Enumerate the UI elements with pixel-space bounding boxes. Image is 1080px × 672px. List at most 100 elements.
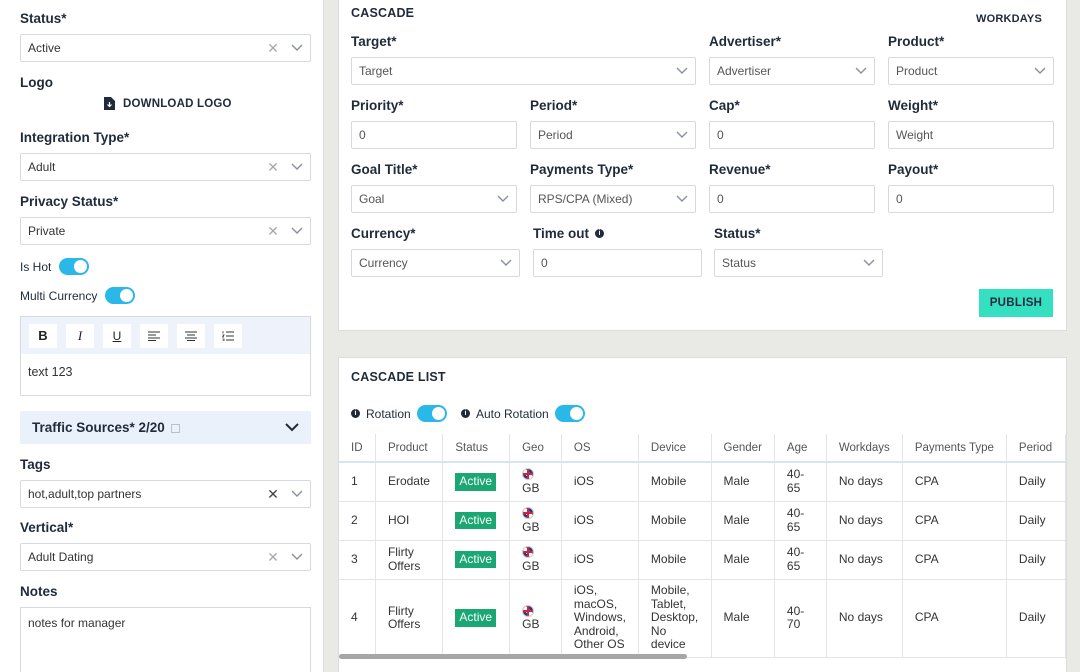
cell-geo: GB [509,462,562,502]
table-row[interactable]: 2 HOI Active GB iOS Mobile Male 40-65 No… [339,501,1066,541]
traffic-sources-accordion[interactable]: Traffic Sources* 2/20 [20,411,311,444]
info-icon[interactable]: i [595,229,605,238]
info-icon[interactable]: i [461,409,470,418]
download-logo-button[interactable]: DOWNLOAD LOGO [104,97,232,110]
table-header-row: ID Product Status Geo OS Device Gender A… [339,434,1066,463]
info-icon[interactable]: i [351,409,360,418]
chevron-down-icon[interactable] [284,490,310,498]
clear-icon[interactable]: ✕ [267,548,279,565]
cascade-status-value: Status [722,256,757,270]
chevron-down-icon[interactable] [669,195,695,203]
horizontal-scrollbar[interactable] [339,654,687,659]
cell-geo: GB [509,540,562,580]
clear-icon[interactable]: ✕ [267,485,279,502]
tags-select[interactable]: hot,adult,top partners ✕ [20,480,311,508]
column-header[interactable]: Gender [711,434,775,463]
vertical-select[interactable]: Adult Dating ✕ [20,543,311,571]
cell-period: Daily [1006,501,1066,541]
target-value: Target [359,64,393,78]
target-select[interactable]: Target [351,57,696,85]
is-hot-toggle[interactable] [59,258,90,275]
time-out-input[interactable]: 0 [533,249,702,277]
table-row[interactable]: 1 Erodate Active GB iOS Mobile Male 40-6… [339,462,1066,502]
column-header[interactable]: ID [339,434,376,463]
workdays-link[interactable]: WORKDAYS [976,13,1042,25]
column-header[interactable]: Product [375,434,444,463]
publish-button[interactable]: PUBLISH [979,289,1053,317]
notes-textarea[interactable]: notes for manager [20,607,311,672]
table-row[interactable]: 4 Flirty Offers Active GB iOS, macOS, Wi… [339,579,1066,658]
weight-value: Weight [896,128,934,142]
clear-icon[interactable]: ✕ [267,222,279,239]
chevron-down-icon[interactable] [490,195,516,203]
priority-input[interactable]: 0 [351,121,517,149]
goal-title-select[interactable]: Goal [351,185,517,213]
multi-currency-label: Multi Currency [20,288,98,303]
chevron-down-icon[interactable] [493,259,519,267]
chevron-down-icon[interactable] [284,163,310,171]
column-header[interactable]: Device [638,434,712,463]
cascade-card: CASCADE WORKDAYS Target* Target Advertis… [338,0,1067,331]
cell-workdays: No days [826,462,903,502]
advertiser-select[interactable]: Advertiser [709,57,875,85]
chevron-down-icon[interactable] [856,259,882,267]
cap-input[interactable]: 0 [709,121,875,149]
status-badge: Active [455,609,497,627]
chevron-down-icon[interactable] [669,67,695,75]
column-header[interactable]: Workdays [826,434,903,463]
bold-button[interactable]: B [29,323,57,348]
weight-input[interactable]: Weight [888,121,1054,149]
align-center-button[interactable] [177,323,205,348]
column-header[interactable]: OS [561,434,639,463]
payout-input[interactable]: 0 [888,185,1054,213]
chevron-down-icon[interactable] [284,227,310,235]
chevron-down-icon[interactable] [284,44,310,52]
privacy-status-select[interactable]: Private ✕ [20,217,311,245]
period-select[interactable]: Period [530,121,696,149]
status-badge: Active [455,511,497,530]
status-label: Status* [20,11,67,26]
underline-button[interactable]: U [103,323,131,348]
clear-icon[interactable]: ✕ [267,158,279,175]
integration-type-select[interactable]: Adult ✕ [20,153,311,181]
italic-button[interactable]: I [66,323,94,348]
auto-rotation-toggle[interactable] [554,405,585,422]
cascade-status-label: Status* [714,226,761,241]
integration-type-value: Adult [28,160,56,174]
multi-currency-toggle[interactable] [105,287,136,304]
rich-text-editor: B I U text 123 [20,316,311,396]
revenue-input[interactable]: 0 [709,185,875,213]
privacy-status-value: Private [28,224,66,238]
cell-id: 2 [339,501,376,541]
cell-os: iOS [561,501,639,541]
column-header[interactable]: Payments Type [902,434,1007,463]
align-left-button[interactable] [140,323,168,348]
clear-icon[interactable]: ✕ [267,39,279,56]
column-header[interactable]: Geo [509,434,562,463]
column-header[interactable]: Age [774,434,827,463]
chevron-down-icon[interactable] [285,423,299,432]
product-value: Product [896,64,938,78]
chevron-down-icon[interactable] [848,67,874,75]
product-select[interactable]: Product [888,57,1054,85]
rotation-toggle[interactable] [416,405,447,422]
traffic-sources-checkbox[interactable] [170,423,180,433]
editor-content[interactable]: text 123 [28,365,73,379]
editor-toolbar: B I U [21,317,310,354]
cell-period: Daily [1006,540,1066,580]
chevron-down-icon[interactable] [669,131,695,139]
cascade-status-select[interactable]: Status [714,249,883,277]
currency-select[interactable]: Currency [351,249,520,277]
table-row[interactable]: 3 Flirty Offers Active GB iOS Mobile Mal… [339,540,1066,580]
chevron-down-icon[interactable] [284,553,310,561]
column-header[interactable]: Status [442,434,511,463]
column-header[interactable]: Period [1006,434,1066,463]
payments-type-select[interactable]: RPS/CPA (Mixed) [530,185,696,213]
ordered-list-button[interactable] [214,323,242,348]
chevron-down-icon[interactable] [1027,67,1053,75]
status-select[interactable]: Active ✕ [20,34,311,62]
time-out-label-row: Time out i [533,226,605,241]
cell-os: iOS, macOS, Windows, Android, Other OS [561,579,639,658]
cell-product: Flirty Offers [375,540,444,580]
period-value: Period [538,128,573,142]
